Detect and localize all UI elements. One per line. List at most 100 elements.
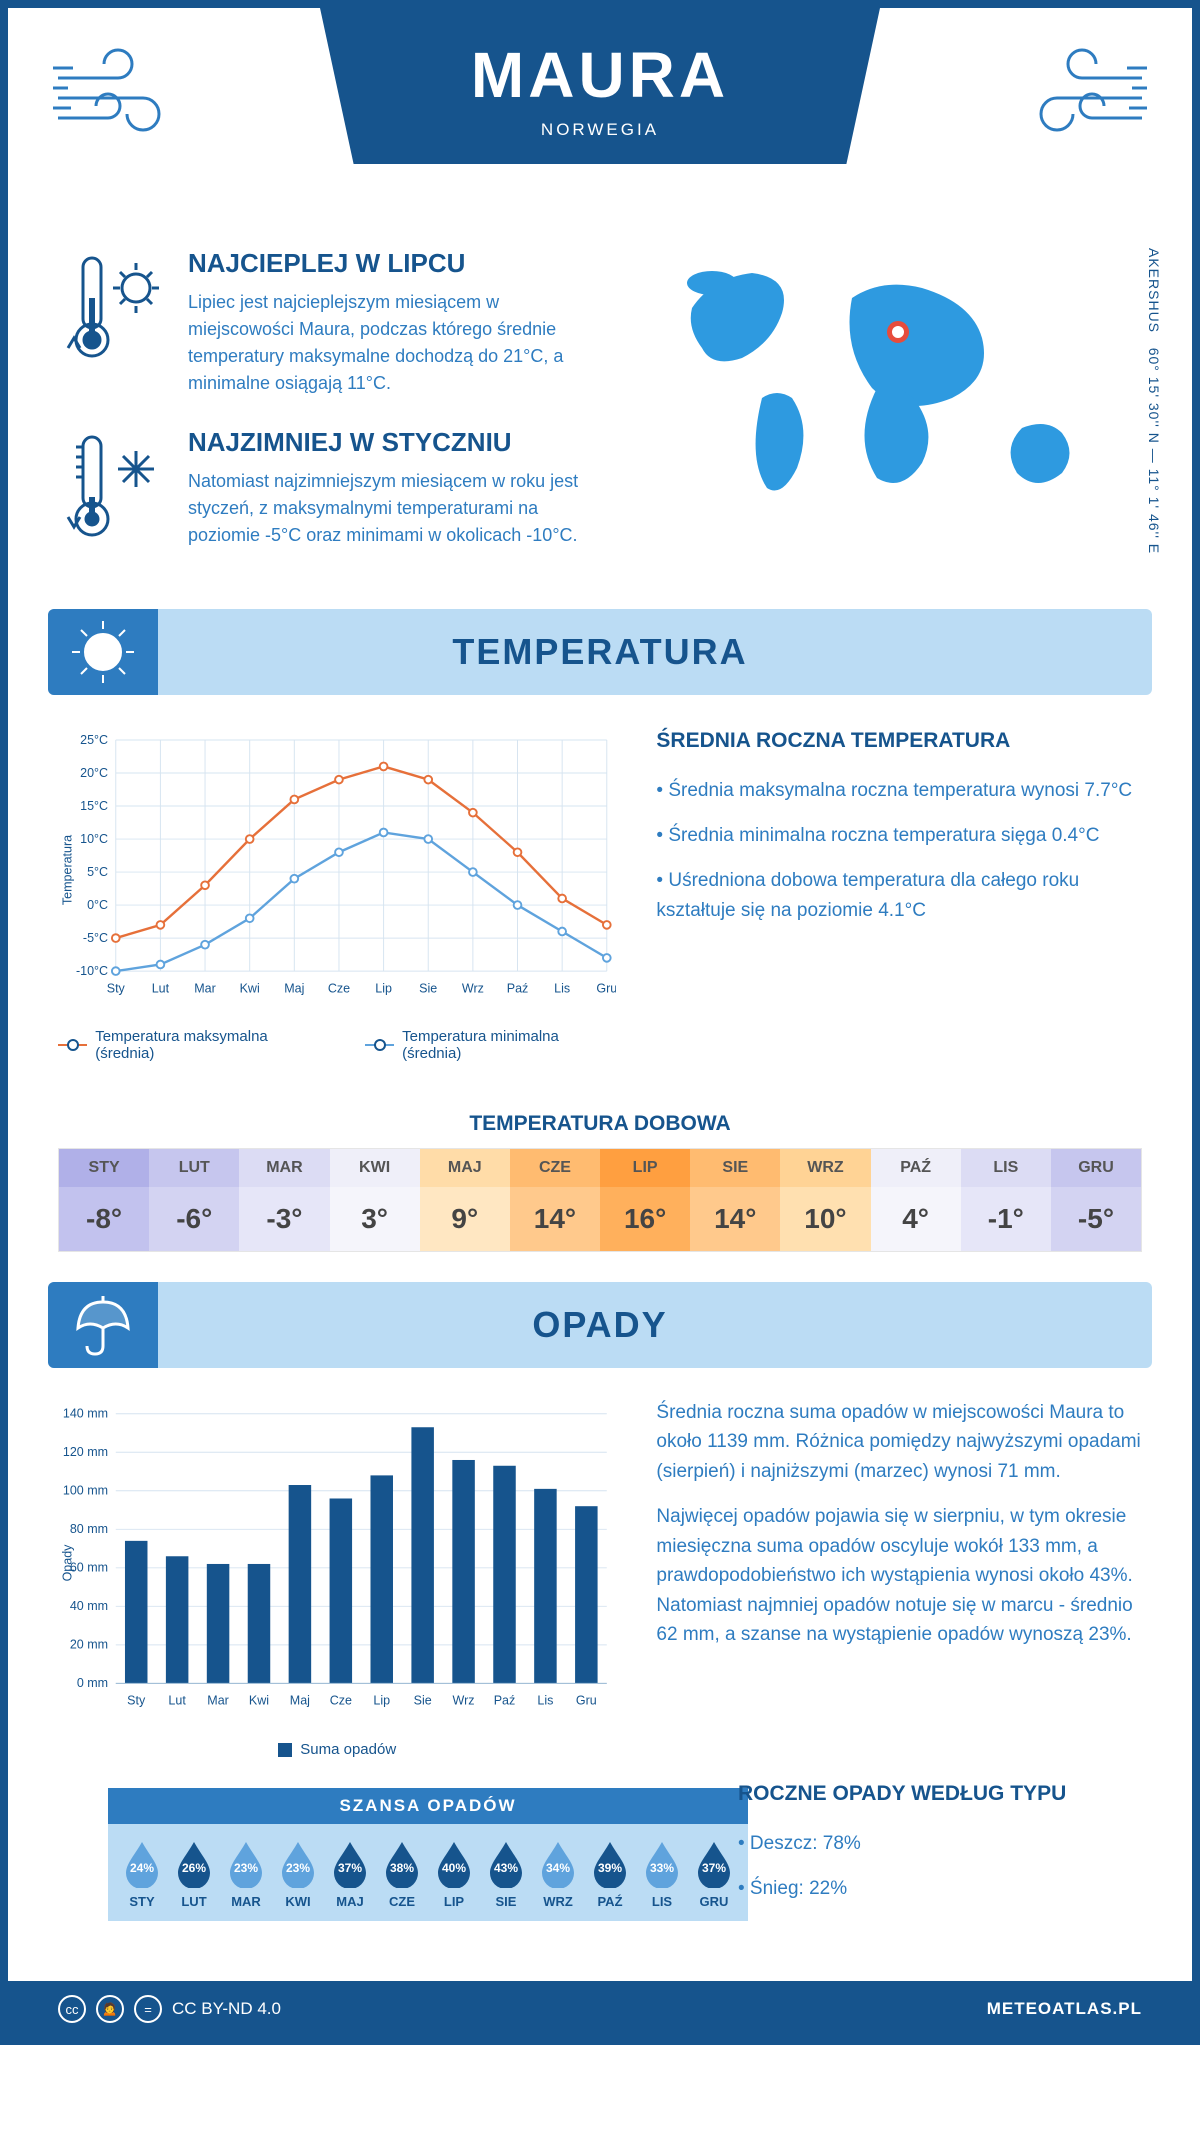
svg-text:20°C: 20°C [80,766,108,780]
raindrop-icon: 40% [434,1840,474,1888]
daily-cell: PAŹ 4° [871,1149,961,1251]
header-banner: MAURA NORWEGIA [320,8,880,164]
raindrop-icon: 23% [226,1840,266,1888]
daily-cell: LIS -1° [961,1149,1051,1251]
svg-text:Temperatura: Temperatura [60,835,74,905]
temperature-summary: ŚREDNIA ROCZNA TEMPERATURA • Średnia mak… [656,725,1142,1062]
climate-facts: NAJCIEPLEJ W LIPCU Lipiec jest najcieple… [58,248,602,579]
chance-cell: 24% STY [116,1840,168,1909]
svg-text:-5°C: -5°C [83,931,108,945]
svg-text:Cze: Cze [330,1694,352,1708]
svg-text:Maj: Maj [284,981,304,995]
svg-text:60 mm: 60 mm [70,1561,108,1575]
country-name: NORWEGIA [340,120,860,140]
svg-text:25°C: 25°C [80,733,108,747]
daily-cell: MAR -3° [239,1149,329,1251]
chance-cell: 37% GRU [688,1840,740,1909]
precip-chance-table: SZANSA OPADÓW 24% STY 26% LUT 23% MAR 23… [108,1788,748,1921]
raindrop-icon: 26% [174,1840,214,1888]
fact-cold-text: Natomiast najzimniejszym miesiącem w rok… [188,468,602,549]
temp-bullet: • Uśredniona dobowa temperatura dla całe… [656,866,1142,925]
svg-text:Sty: Sty [107,981,126,995]
chart-legend: Temperatura maksymalna (średnia) Temperat… [58,1028,616,1062]
footer: cc 🙍 = CC BY-ND 4.0 METEOATLAS.PL [8,1981,1192,2037]
fact-hot-title: NAJCIEPLEJ W LIPCU [188,248,602,279]
precip-by-type: ROCZNE OPADY WEDŁUG TYPU • Deszcz: 78% •… [738,1778,1142,1951]
svg-text:37%: 37% [702,1861,726,1875]
daily-cell: GRU -5° [1051,1149,1141,1251]
svg-text:34%: 34% [546,1861,570,1875]
svg-text:80 mm: 80 mm [70,1522,108,1536]
chance-cell: 34% WRZ [532,1840,584,1909]
svg-text:26%: 26% [182,1861,206,1875]
intro-row: NAJCIEPLEJ W LIPCU Lipiec jest najcieple… [8,228,1192,609]
svg-text:Gru: Gru [596,981,616,995]
daily-temp-table: STY -8° LUT -6° MAR -3° KWI 3° MAJ 9° CZ… [58,1148,1142,1252]
header: MAURA NORWEGIA [8,8,1192,228]
svg-text:140 mm: 140 mm [63,1407,108,1421]
raindrop-icon: 33% [642,1840,682,1888]
world-map: AKERSHUS 60° 15' 30'' N — 11° 1' 46'' E [642,248,1142,579]
temp-summary-title: ŚREDNIA ROCZNA TEMPERATURA [656,725,1142,758]
fact-cold-title: NAJZIMNIEJ W STYCZNIU [188,427,602,458]
raindrop-icon: 37% [694,1840,734,1888]
svg-text:40%: 40% [442,1861,466,1875]
svg-text:120 mm: 120 mm [63,1445,108,1459]
temperature-body: -10°C-5°C0°C5°C10°C15°C20°C25°CStyLutMar… [8,695,1192,1092]
daily-cell: CZE 14° [510,1149,600,1251]
section-temperature-header: TEMPERATURA [48,609,1152,695]
svg-text:Sty: Sty [127,1694,146,1708]
svg-text:Maj: Maj [290,1694,310,1708]
svg-text:Sie: Sie [419,981,437,995]
svg-text:Kwi: Kwi [249,1694,269,1708]
map-svg [642,248,1142,528]
temp-bullet: • Średnia maksymalna roczna temperatura … [656,776,1142,805]
raindrop-icon: 24% [122,1840,162,1888]
daily-cell: STY -8° [59,1149,149,1251]
fact-coldest: NAJZIMNIEJ W STYCZNIU Natomiast najzimni… [58,427,602,549]
cc-icon: cc [58,1995,86,2023]
wind-icon-left [48,38,188,148]
svg-text:Lis: Lis [554,981,570,995]
svg-text:Wrz: Wrz [453,1694,475,1708]
license-text: CC BY-ND 4.0 [172,1999,281,2019]
raindrop-icon: 23% [278,1840,318,1888]
chart-legend: Suma opadów [58,1741,616,1758]
svg-text:Cze: Cze [328,981,350,995]
thermometer-snow-icon [58,427,168,547]
chance-cell: 39% PAŹ [584,1840,636,1909]
svg-text:24%: 24% [130,1861,154,1875]
daily-cell: MAJ 9° [420,1149,510,1251]
nd-icon: = [134,1995,162,2023]
svg-text:Gru: Gru [576,1694,597,1708]
raindrop-icon: 34% [538,1840,578,1888]
raindrop-icon: 37% [330,1840,370,1888]
raindrop-icon: 43% [486,1840,526,1888]
legend-item: Temperatura minimalna (średnia) [365,1028,617,1062]
svg-text:Kwi: Kwi [240,981,260,995]
svg-text:23%: 23% [286,1861,310,1875]
daily-cell: WRZ 10° [780,1149,870,1251]
site-name: METEOATLAS.PL [987,1999,1142,2019]
svg-text:10°C: 10°C [80,832,108,846]
daily-cell: KWI 3° [330,1149,420,1251]
svg-text:Lip: Lip [375,981,392,995]
chance-cell: 38% CZE [376,1840,428,1909]
daily-cell: LUT -6° [149,1149,239,1251]
section-precip-header: OPADY [48,1282,1152,1368]
precip-type-bullet: • Deszcz: 78% [738,1829,1142,1858]
precipitation-body: 0 mm20 mm40 mm60 mm80 mm100 mm120 mm140 … [8,1368,1192,1778]
svg-text:Lut: Lut [168,1694,186,1708]
svg-text:Paź: Paź [507,981,529,995]
precipitation-bar-chart: 0 mm20 mm40 mm60 mm80 mm100 mm120 mm140 … [58,1398,616,1758]
svg-text:39%: 39% [598,1861,622,1875]
svg-text:5°C: 5°C [87,865,108,879]
legend-item: Temperatura maksymalna (średnia) [58,1028,325,1062]
svg-text:23%: 23% [234,1861,258,1875]
raindrop-icon: 38% [382,1840,422,1888]
svg-text:Lut: Lut [152,981,170,995]
thermometer-sun-icon [58,248,168,368]
precipitation-summary: Średnia roczna suma opadów w miejscowośc… [656,1398,1142,1758]
svg-text:Wrz: Wrz [462,981,484,995]
page-frame: MAURA NORWEGIA [0,0,1200,2045]
